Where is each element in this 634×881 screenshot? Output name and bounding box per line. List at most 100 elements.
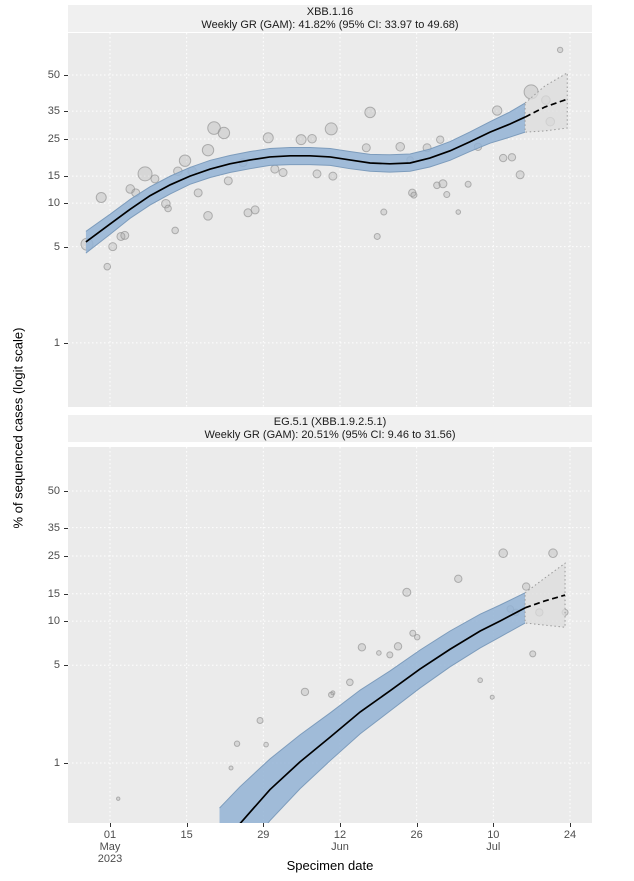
ci-ribbon-lower-edge [267,622,526,823]
y-tick-label: 35 [47,105,60,118]
data-point [364,106,376,119]
y-tick-label: 5 [53,659,60,672]
data-point [491,105,503,116]
data-point [95,191,107,203]
ci-ribbon-upper-edge [85,102,526,232]
x-tick-mark [569,823,571,827]
data-point [438,179,448,189]
facet-strip-eg51: EG.5.1 (XBB.1.9.2.5.1) Weekly GR (GAM): … [68,415,592,442]
data-point [455,209,462,215]
data-point [498,153,508,163]
data-point [464,180,472,188]
data-point [103,262,112,271]
y-tick-mark [64,203,68,205]
data-point [436,135,445,144]
x-tick-mark [493,823,495,827]
data-point [414,634,421,641]
data-point [233,740,241,747]
data-point [120,230,130,240]
data-point [402,587,412,597]
data-point [263,741,269,748]
y-tick-label: 50 [47,69,60,81]
data-point [250,205,260,215]
data-point [256,716,264,724]
data-point [164,204,172,213]
y-tick-mark [64,176,68,178]
data-point [410,191,418,199]
data-point [376,650,382,656]
data-point [498,548,508,559]
data-point [312,169,322,179]
data-point [217,126,231,140]
y-tick-mark [64,342,68,344]
facet-title-growth-rate: Weekly GR (GAM): 41.82% (95% CI: 33.97 t… [201,18,459,31]
data-point [380,208,388,216]
data-point [330,690,336,696]
data-point [300,687,310,697]
data-point [201,143,215,157]
ci-ribbon-upper-edge [219,592,526,809]
y-tick-label: 5 [53,240,60,253]
data-point [409,629,417,637]
panel-background [68,447,592,823]
data-point [395,141,406,152]
forecast-ribbon [524,72,568,133]
x-tick-mark [416,823,418,827]
facet-title-growth-rate: Weekly GR (GAM): 20.51% (95% CI: 9.46 to… [204,428,456,441]
y-axis-title: % of sequenced cases (logit scale) [10,327,26,529]
y-tick-label: 1 [53,336,60,349]
data-point [203,211,213,221]
data-point [262,132,274,144]
data-point [307,133,317,144]
y-tick-label: 10 [47,615,60,628]
data-point [454,574,463,583]
data-point [393,642,403,651]
y-tick-label: 15 [47,587,60,600]
y-tick-mark [64,593,68,595]
y-tick-label: 15 [47,170,60,183]
y-tick-label: 10 [47,197,60,210]
facet-strip-xbb116: XBB.1.16 Weekly GR (GAM): 41.82% (95% CI… [68,5,592,32]
data-point [223,176,233,186]
x-tick-mark [339,823,341,827]
data-point [278,168,288,178]
data-point [108,242,118,252]
y-tick-mark [64,621,68,623]
data-point [507,153,517,162]
fit-line [239,607,526,823]
panel-eg51 [68,447,592,823]
facet-title-variant: XBB.1.16 [306,5,354,18]
data-point [295,134,307,146]
data-point [150,174,160,184]
x-tick-label: 29 [257,829,270,841]
data-point [357,643,367,652]
data-point [443,191,451,199]
x-tick-mark [110,823,111,827]
fit-line [85,116,526,243]
x-tick-label: 12 Jun [331,829,349,853]
data-point [116,796,121,801]
x-tick-mark [263,823,265,827]
forecast-line [524,98,568,118]
data-point [171,226,179,235]
data-point [373,232,381,240]
ci-ribbon [85,103,526,254]
y-tick-mark [64,139,68,141]
data-point [386,651,394,659]
data-point [137,166,153,182]
data-point [228,765,234,771]
y-tick-label: 25 [47,550,60,563]
data-point [556,46,564,54]
y-tick-label: 25 [47,133,60,146]
data-point [361,143,371,153]
y-tick-mark [64,556,68,558]
data-point [270,164,280,174]
data-point [489,694,495,700]
panel-xbb116 [68,33,592,407]
y-tick-mark [64,111,68,113]
data-point [346,678,354,687]
data-point [161,198,171,209]
facet-title-variant: EG.5.1 (XBB.1.9.2.5.1) [273,415,387,428]
ci-ribbon-lower-edge [85,131,526,254]
data-point [529,650,537,658]
